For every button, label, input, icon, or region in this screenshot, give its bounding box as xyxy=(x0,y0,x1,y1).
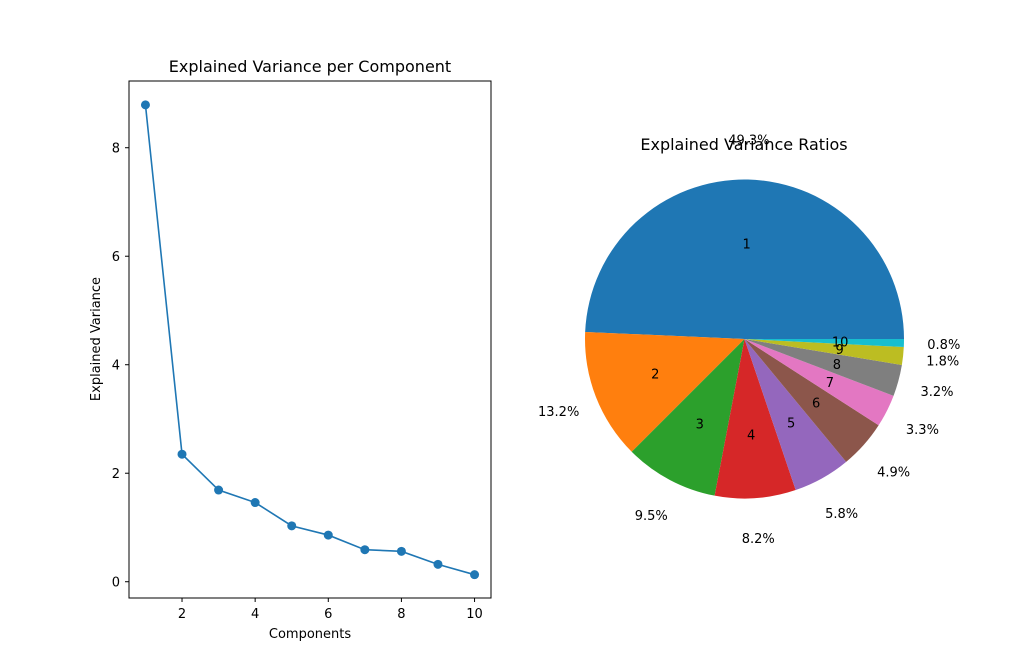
pie-slice xyxy=(744,339,894,426)
data-point xyxy=(214,485,224,495)
x-tick-label: 10 xyxy=(466,607,483,622)
pie-percent-label: 9.5% xyxy=(635,509,668,524)
pie-percent-label: 3.2% xyxy=(920,385,953,400)
series-line xyxy=(144,104,475,576)
pie-slice-label: 4 xyxy=(747,428,755,443)
line-chart-ticks: 2 4 6 8 10 0 2 4 6 8 xyxy=(112,142,483,622)
line-chart-title: Explained Variance per Component xyxy=(169,57,451,76)
line-chart-frame xyxy=(128,80,492,599)
y-tick-label: 6 xyxy=(112,250,120,265)
data-point xyxy=(287,521,297,531)
pie-percent-label: 3.3% xyxy=(906,423,939,438)
pie-percent-label: 4.9% xyxy=(877,465,910,480)
line-chart-marks xyxy=(140,100,480,580)
pie-slice xyxy=(744,339,904,348)
pie-percent-label: 1.8% xyxy=(926,354,959,369)
pie-slice xyxy=(714,339,796,499)
y-tick-label: 2 xyxy=(112,467,120,482)
line-chart: Explained Variance per Component 2 4 6 8 10 0… xyxy=(89,57,492,642)
data-point xyxy=(140,100,150,110)
pie-percent-label: 13.2% xyxy=(538,405,579,420)
pie-chart-title: Explained Variance Ratios xyxy=(640,135,847,154)
pie-slice-label: 3 xyxy=(696,418,704,433)
pie-percent-label: 49.3% xyxy=(728,134,769,149)
data-point xyxy=(396,546,406,556)
pie-percent-label: 0.8% xyxy=(927,338,960,353)
line-chart-y-axis-label: Explained Variance xyxy=(89,277,104,401)
y-tick-label: 4 xyxy=(112,359,120,374)
pie-slice-label: 9 xyxy=(836,343,844,358)
data-point xyxy=(177,449,187,459)
y-tick-label: 8 xyxy=(112,142,120,157)
pie-slice xyxy=(744,339,847,491)
pie-slice xyxy=(585,179,904,339)
pie-slice xyxy=(744,339,879,462)
pie-slice-label: 5 xyxy=(787,417,795,432)
pie-slice xyxy=(631,339,745,496)
pie-slice xyxy=(744,339,904,365)
y-tick-label: 0 xyxy=(112,576,120,591)
line-chart-x-axis-label: Components xyxy=(269,627,351,642)
data-point xyxy=(433,559,443,569)
x-tick-label: 6 xyxy=(324,607,332,622)
pie-chart-slices xyxy=(585,179,904,499)
x-tick-label: 2 xyxy=(178,607,186,622)
data-point xyxy=(360,545,370,555)
pie-slice xyxy=(744,339,902,396)
pie-percent-label: 5.8% xyxy=(825,507,858,522)
pie-slice-label: 8 xyxy=(833,358,841,373)
pie-slice-label: 7 xyxy=(826,376,834,391)
pie-slice-label: 10 xyxy=(832,335,849,350)
pie-chart: Explained Variance Ratios 1 49.3% 2 13.2% 3 9… xyxy=(538,134,960,547)
pie-slice-label: 2 xyxy=(651,368,659,383)
pie-slice-label: 1 xyxy=(742,237,750,252)
data-point xyxy=(250,498,260,508)
pie-slice xyxy=(585,331,745,452)
x-tick-label: 4 xyxy=(251,607,259,622)
pie-chart-labels: 1 49.3% 2 13.2% 3 9.5% 4 8.2% 5 5.8% 6 4.9% 7 3.3% 8 3.… xyxy=(538,134,960,547)
pie-percent-label: 8.2% xyxy=(742,532,775,547)
pie-slice-label: 6 xyxy=(812,397,820,412)
data-point xyxy=(470,570,480,580)
data-point xyxy=(323,530,333,540)
x-tick-label: 8 xyxy=(397,607,405,622)
